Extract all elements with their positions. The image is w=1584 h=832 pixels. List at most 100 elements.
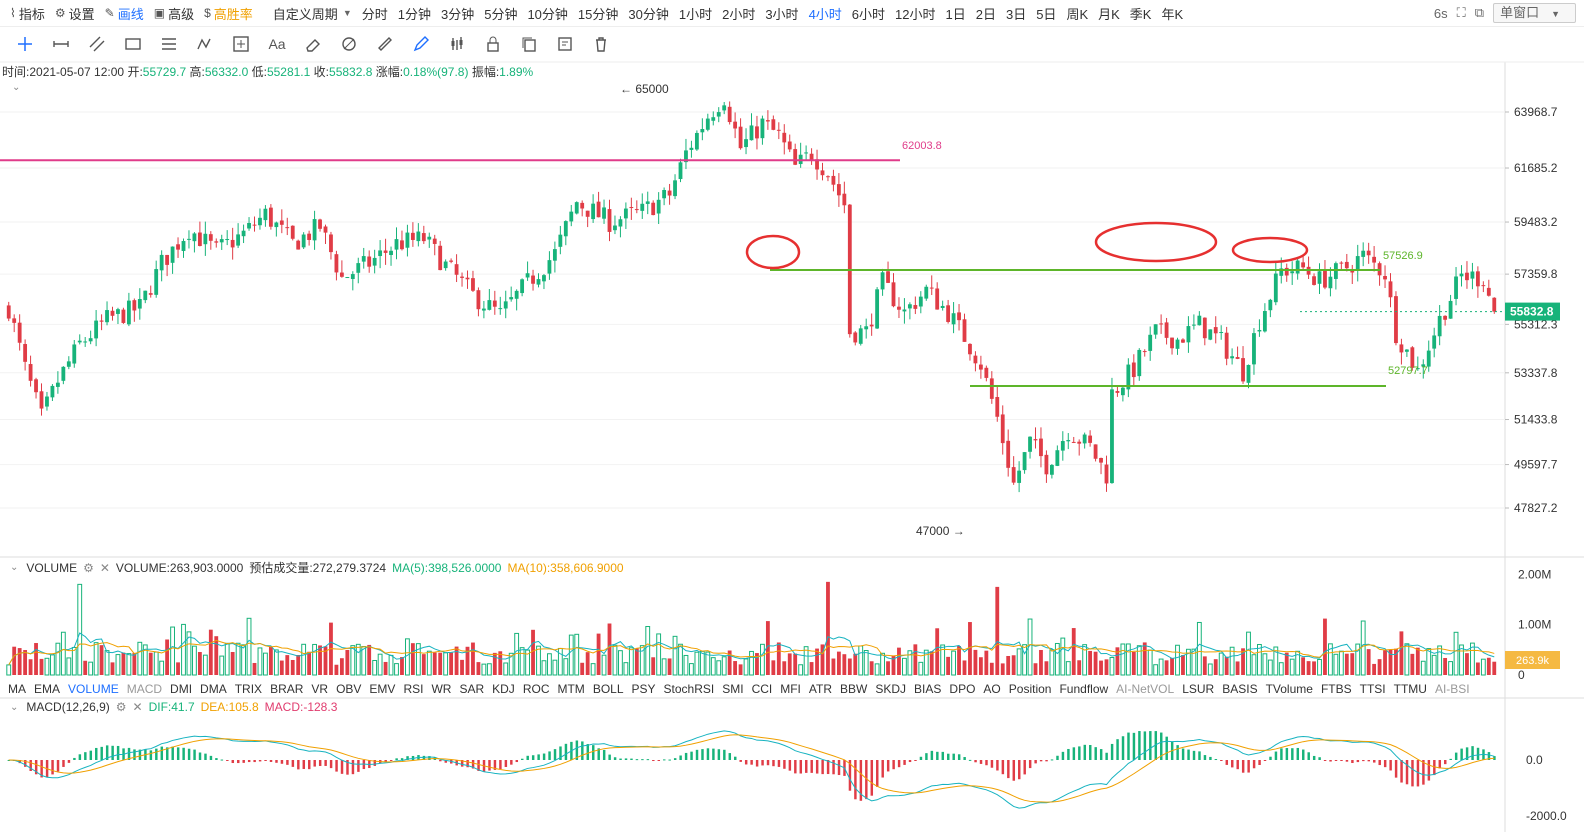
period-15[interactable]: 3日 xyxy=(1005,6,1027,22)
fullscreen-icon[interactable]: ⛶ xyxy=(1456,5,1466,20)
indicator-kdj[interactable]: KDJ xyxy=(492,682,515,696)
indicator-atr[interactable]: ATR xyxy=(808,682,833,696)
period-19[interactable]: 季K xyxy=(1129,6,1152,22)
trash-icon[interactable] xyxy=(590,33,612,55)
indicator-dma[interactable]: DMA xyxy=(200,682,227,696)
period-4[interactable]: 10分钟 xyxy=(527,6,568,22)
indicator-bias[interactable]: BIAS xyxy=(914,682,942,696)
indicator-ma[interactable]: MA xyxy=(8,682,26,696)
period-10[interactable]: 4小时 xyxy=(808,6,842,22)
parallel-channel-icon[interactable] xyxy=(86,33,108,55)
indicator-ftbs[interactable]: FTBS xyxy=(1320,682,1352,696)
period-18[interactable]: 月K xyxy=(1098,6,1120,22)
period-14[interactable]: 2日 xyxy=(975,6,996,22)
indicator-cci[interactable]: CCI xyxy=(751,682,773,696)
indicator-fundflow[interactable]: Fundflow xyxy=(1059,682,1109,696)
kline-icon[interactable] xyxy=(446,33,468,55)
crosshair-icon[interactable] xyxy=(14,33,36,55)
macd-bar xyxy=(1034,760,1037,764)
period-2[interactable]: 3分钟 xyxy=(440,6,475,22)
period-1[interactable]: 1分钟 xyxy=(397,6,431,22)
indicator-ai-bsi[interactable]: AI-BSI xyxy=(1434,682,1470,696)
indicator-rsi[interactable]: RSI xyxy=(403,682,424,696)
period-8[interactable]: 2小时 xyxy=(722,6,756,22)
indicator-ao[interactable]: AO xyxy=(983,682,1001,696)
indicator-roc[interactable]: ROC xyxy=(522,682,550,696)
indicator-lsur[interactable]: LSUR xyxy=(1182,682,1215,696)
text-tool-icon[interactable]: Aa xyxy=(268,36,286,52)
indicator-bbw[interactable]: BBW xyxy=(840,682,868,696)
indicator-wr[interactable]: WR xyxy=(431,682,452,696)
period-20[interactable]: 年K xyxy=(1161,6,1184,22)
custom-period-dropdown[interactable]: 自定义周期 ▼ xyxy=(273,4,352,23)
copy-icon[interactable] xyxy=(518,33,540,55)
indicator-basis[interactable]: BASIS xyxy=(1222,682,1258,696)
pen-icon[interactable] xyxy=(410,33,432,55)
winrate-button[interactable]: $ 高胜率 xyxy=(204,4,253,23)
indicator-mfi[interactable]: MFI xyxy=(780,682,801,696)
indicator-smi[interactable]: SMI xyxy=(722,682,744,696)
period-13[interactable]: 1日 xyxy=(945,6,966,22)
period-16[interactable]: 5日 xyxy=(1036,6,1057,22)
ruler-icon[interactable] xyxy=(374,33,396,55)
fib-lines-icon[interactable] xyxy=(158,33,180,55)
hide-drawings-icon[interactable] xyxy=(338,33,360,55)
indicator-ema[interactable]: EMA xyxy=(34,682,61,696)
indicator-brar[interactable]: BRAR xyxy=(270,682,304,696)
period-7[interactable]: 1小时 xyxy=(678,6,713,22)
indicator-vr[interactable]: VR xyxy=(311,682,329,696)
advanced-button[interactable]: ▣ 高级 xyxy=(154,4,194,23)
draw-button[interactable]: ✎ 画线 xyxy=(105,4,144,23)
period-5[interactable]: 15分钟 xyxy=(577,6,619,22)
close-icon[interactable]: ✕ xyxy=(132,700,143,714)
horizontal-segment-icon[interactable] xyxy=(50,33,72,55)
collapse-chevron-icon[interactable]: ⌄ xyxy=(10,701,19,713)
window-mode-button[interactable]: 单窗口 ▼ xyxy=(1493,3,1576,23)
indicator-ttsi[interactable]: TTSI xyxy=(1359,682,1386,696)
lock-icon[interactable] xyxy=(482,33,504,55)
settings-doc-icon[interactable] xyxy=(554,33,576,55)
collapse-chevron-icon[interactable]: ⌄ xyxy=(12,82,21,93)
refresh-interval[interactable]: 6s xyxy=(1433,5,1448,21)
indicator-dpo[interactable]: DPO xyxy=(949,682,976,696)
period-12[interactable]: 12小时 xyxy=(895,6,936,22)
indicator-stochrsi[interactable]: StochRSI xyxy=(663,682,715,696)
indicator-mtm[interactable]: MTM xyxy=(557,682,585,696)
indicator-skdj[interactable]: SKDJ xyxy=(875,682,907,696)
indicator-obv[interactable]: OBV xyxy=(336,682,362,696)
settings-icon[interactable]: ⚙ xyxy=(83,560,94,575)
volume-bar xyxy=(1246,631,1251,676)
period-0[interactable]: 分时 xyxy=(361,6,388,22)
indicator-button[interactable]: ⌇ 指标 xyxy=(10,4,45,23)
wave-icon[interactable] xyxy=(194,33,216,55)
indicator-macd[interactable]: MACD xyxy=(126,682,163,696)
indicator-sar[interactable]: SAR xyxy=(459,682,485,696)
settings-button[interactable]: ⚙ 设置 xyxy=(55,4,95,23)
indicator-tvolume[interactable]: TVolume xyxy=(1265,682,1313,696)
period-17[interactable]: 周K xyxy=(1066,6,1089,22)
indicator-volume[interactable]: VOLUME xyxy=(68,682,119,696)
indicator-emv[interactable]: EMV xyxy=(369,682,396,696)
close-icon[interactable]: ✕ xyxy=(99,560,110,575)
indicator-boll[interactable]: BOLL xyxy=(592,682,624,696)
indicator-dmi[interactable]: DMI xyxy=(170,682,193,696)
measure-icon[interactable] xyxy=(230,33,252,55)
indicator-trix[interactable]: TRIX xyxy=(234,682,263,696)
period-3[interactable]: 5分钟 xyxy=(484,6,518,22)
collapse-chevron-icon[interactable]: ⌄ xyxy=(10,562,19,573)
rectangle-icon[interactable] xyxy=(122,33,144,55)
volume-bar xyxy=(388,654,394,676)
macd-bar xyxy=(1356,760,1360,763)
settings-icon[interactable]: ⚙ xyxy=(115,700,127,714)
eraser-icon[interactable] xyxy=(302,33,324,55)
period-6[interactable]: 30分钟 xyxy=(628,6,669,22)
indicator-position[interactable]: Position xyxy=(1008,682,1052,696)
period-11[interactable]: 6小时 xyxy=(851,6,886,22)
volume-bar xyxy=(705,651,711,676)
indicator-psy[interactable]: PSY xyxy=(631,682,656,696)
indicator-ai-netvol[interactable]: AI-NetVOL xyxy=(1116,682,1175,696)
period-9[interactable]: 3小时 xyxy=(765,6,799,22)
indicator-ttmu[interactable]: TTMU xyxy=(1393,682,1427,696)
popout-icon[interactable]: ⧉ xyxy=(1474,5,1485,20)
